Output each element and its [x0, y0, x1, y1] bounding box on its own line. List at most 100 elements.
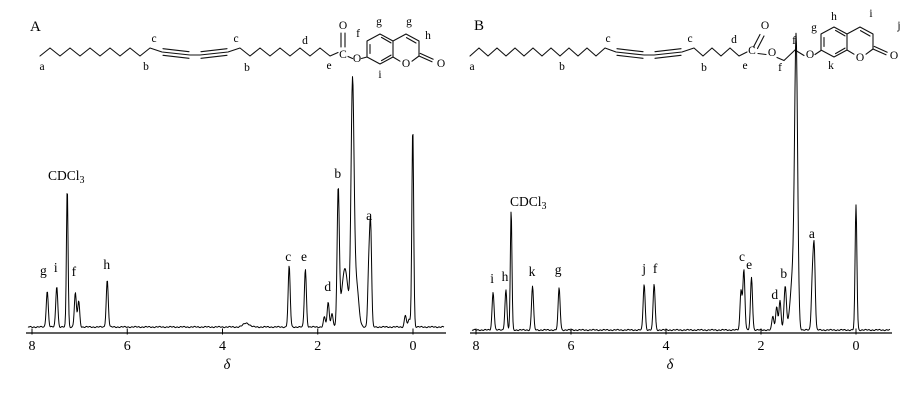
peak-label-b: b: [780, 266, 787, 281]
structure-label-d: d: [302, 35, 308, 47]
structure-label-O: O: [856, 52, 864, 64]
structure-label-b: b: [244, 62, 250, 74]
nmr-trace: [471, 32, 891, 332]
structure-label-a: a: [39, 61, 44, 73]
panel-label-b: B: [474, 18, 484, 34]
panel-label-a: A: [30, 19, 41, 35]
peak-label-e: e: [746, 257, 752, 272]
peak-label-g: g: [40, 263, 47, 278]
structure-b-benzene-inner: [823, 29, 846, 55]
structure-label-e: e: [326, 60, 331, 72]
structure-label-a: a: [469, 61, 474, 73]
peak-label-f: f: [72, 264, 77, 279]
structure-label-O: O: [402, 58, 410, 70]
structure-label-O: O: [761, 20, 769, 32]
structure-label-O: O: [353, 53, 361, 65]
x-axis-title: δ: [224, 357, 231, 373]
structure-label-k: k: [828, 60, 834, 72]
structure-b-lactone-carbonyl: [872, 45, 888, 56]
peak-label-a: a: [366, 208, 372, 223]
spectrum-a: 8 6 4 2 0 δ g i f h c e d b a CDCl3: [26, 76, 446, 373]
structure-label-h: h: [425, 30, 431, 42]
peak-label-f: f: [653, 261, 658, 276]
structure-a-vinyl-inner: [405, 37, 417, 44]
x-axis-tick-label: 6: [568, 339, 575, 354]
solvent-label: CDCl3: [48, 168, 85, 186]
structure-b-carbonyl: [752, 33, 765, 50]
x-axis-tick-label: 4: [663, 339, 670, 354]
peak-label-d: d: [324, 279, 331, 294]
structure-a-ester-bonds: [347, 55, 368, 60]
structure-a-diyne-bonds: [162, 48, 228, 59]
structure-label-b: b: [143, 61, 149, 73]
structure-label-g: g: [811, 22, 817, 34]
structure-label-b: b: [559, 61, 565, 73]
peak-label-k: k: [529, 264, 536, 279]
structure-label-c: c: [151, 33, 156, 45]
structure-b-vinyl-inner: [859, 30, 871, 37]
x-axis-tick-label: 6: [124, 339, 131, 354]
structure-a-pyranone-ring: [392, 33, 420, 62]
structure-label-b: b: [701, 62, 707, 74]
structure-label-d: d: [731, 34, 737, 46]
peak-label-a: a: [809, 226, 815, 241]
structure-b-diyne-bonds: [616, 48, 682, 59]
solvent-label: CDCl3: [510, 194, 547, 212]
x-axis-tick-label: 4: [219, 339, 226, 354]
structure-b-linker-bonds: [757, 49, 822, 62]
structure-label-g: g: [376, 16, 382, 28]
x-axis-tick-label: 8: [473, 339, 480, 354]
structure-label-f: f: [356, 28, 360, 40]
x-axis-tick-label: 8: [29, 339, 36, 354]
structure-label-i: i: [378, 69, 381, 81]
peak-label-h: h: [103, 257, 110, 272]
peak-label-b: b: [334, 166, 341, 181]
peak-label-i: i: [54, 260, 58, 275]
peak-label-h: h: [502, 269, 509, 284]
structure-label-C: C: [339, 49, 347, 61]
x-axis-title: δ: [667, 357, 674, 373]
structure-label-e: e: [742, 60, 747, 72]
structure-label-f: f: [778, 62, 782, 74]
structure-label-i: i: [869, 8, 872, 20]
peak-label-g: g: [555, 262, 562, 277]
structure-label-j: j: [896, 20, 900, 32]
x-axis-tick-label: 0: [853, 339, 860, 354]
x-axis-tick-label: 0: [410, 339, 417, 354]
structure-a-benzene-ring: [366, 33, 394, 65]
structure-a-chain: [39, 47, 339, 57]
structure-label-O: O: [437, 58, 445, 70]
structure-label-O: O: [339, 20, 347, 32]
peak-label-j: j: [641, 261, 646, 276]
structure-a-benzene-inner: [369, 36, 392, 62]
x-axis-tick-label: 2: [314, 339, 321, 354]
peak-label-c: c: [739, 249, 745, 264]
structure-label-c: c: [605, 33, 610, 45]
peak-label-c: c: [285, 249, 291, 264]
nmr-trace: [27, 76, 445, 329]
structure-b-benzene-ring: [820, 26, 848, 58]
structure-label-f: f: [792, 35, 796, 47]
structure-label-O: O: [806, 49, 814, 61]
peak-label-e: e: [301, 249, 307, 264]
structure-a-lactone-carbonyl: [418, 52, 434, 63]
x-axis-tick-label: 2: [758, 339, 765, 354]
structure-b-chain: [469, 47, 748, 57]
structure-label-c: c: [233, 33, 238, 45]
structure-label-C: C: [748, 45, 756, 57]
structure-label-c: c: [687, 33, 692, 45]
structure-label-g: g: [406, 16, 412, 28]
peak-label-i: i: [490, 271, 494, 286]
peak-label-d: d: [771, 287, 778, 302]
structure-a-carbonyl: [340, 32, 346, 48]
structure-label-O: O: [768, 47, 776, 59]
structure-label-O: O: [890, 50, 898, 62]
structure-label-h: h: [831, 11, 837, 23]
